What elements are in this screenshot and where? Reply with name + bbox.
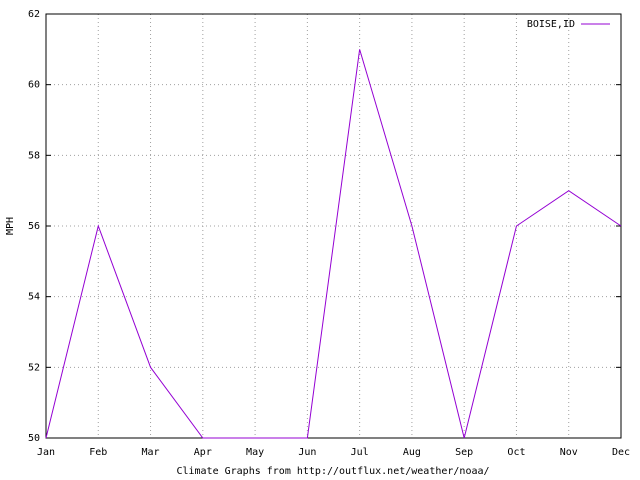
x-tick-label: Jan [37,447,55,458]
y-tick-label: 52 [28,362,40,373]
y-tick-label: 50 [28,433,40,444]
x-tick-label: Mar [142,447,160,458]
x-tick-label: Jun [298,447,316,458]
x-tick-label: Aug [403,447,421,458]
x-tick-label: Nov [560,447,578,458]
x-tick-label: May [246,447,264,458]
data-line [45,49,622,439]
x-tick-label: Oct [507,447,525,458]
x-tick-label: Apr [194,447,212,458]
y-tick-label: 56 [28,221,40,232]
x-tick-label: Jul [351,447,369,458]
y-tick-label: 62 [28,9,40,20]
y-axis-label: MPH [5,217,16,235]
x-tick-label: Feb [89,447,107,458]
y-tick-label: 58 [28,150,40,161]
legend-label: BOISE,ID [527,19,575,30]
y-tick-label: 60 [28,80,40,91]
x-tick-label: Sep [455,447,473,458]
x-tick-label: Dec [612,447,630,458]
x-axis-label: Climate Graphs from http://outflux.net/w… [176,466,489,477]
y-tick-label: 54 [28,292,40,303]
